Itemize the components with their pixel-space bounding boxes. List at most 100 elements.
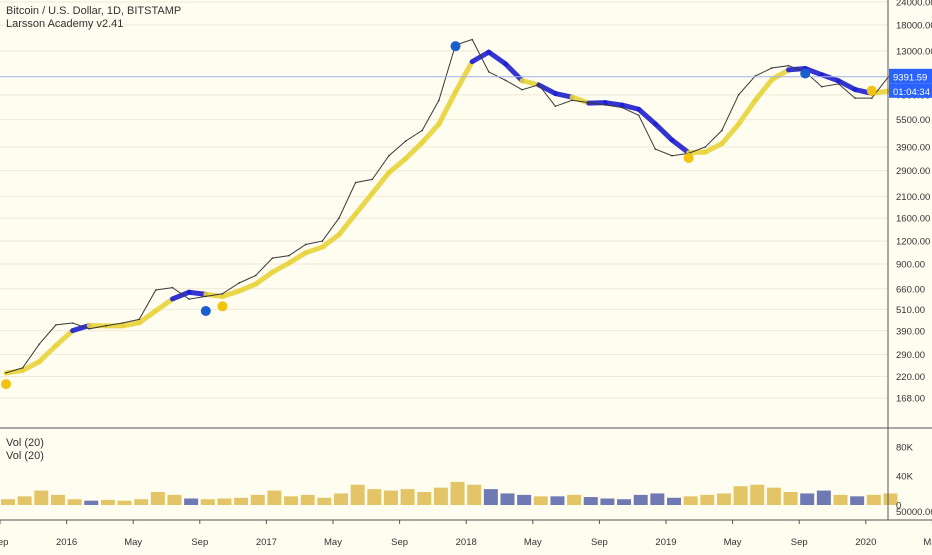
trend-band-segment-19: [306, 247, 323, 253]
trend-band-segment-2: [23, 362, 40, 371]
volume-bars: [1, 482, 897, 505]
volume-bar-3: [51, 495, 65, 505]
volume-bar-49: [817, 491, 831, 505]
price-point-19: [322, 240, 324, 242]
price-tick-6: 2900.00: [896, 166, 930, 177]
time-tick-11: May: [724, 537, 742, 548]
time-tick-7: 2018: [456, 537, 477, 548]
volume-bar-4: [68, 499, 82, 505]
trend-band-segment-4: [56, 331, 73, 346]
trend-band-segment-39: [639, 109, 656, 124]
price-point-50: [838, 83, 840, 85]
volume-bar-25: [417, 492, 431, 505]
volume-bar-18: [301, 495, 315, 505]
volume-bar-47: [784, 492, 798, 505]
time-tick-13: 2020: [855, 537, 876, 548]
price-point-32: [538, 84, 540, 86]
volume-bar-5: [84, 501, 98, 505]
time-tick-5: May: [324, 537, 342, 548]
volume-bar-40: [667, 498, 681, 505]
trend-band-segment-29: [472, 52, 489, 61]
price-point-44: [738, 94, 740, 96]
trend-band-segment-31: [506, 64, 523, 81]
volume-bar-50: [834, 495, 848, 505]
volume-bar-9: [151, 492, 165, 505]
signal-markers: [1, 41, 877, 389]
price-point-5: [88, 328, 90, 330]
volume-bar-45: [750, 485, 764, 505]
volume-label-2: Vol (20): [6, 450, 44, 463]
signal-marker-bull-2: [217, 301, 227, 311]
symbol-title: Bitcoin / U.S. Dollar, 1D, BITSTAMP: [6, 5, 181, 18]
price-plot: [0, 39, 889, 374]
indicator-title: Larsson Academy v2.41: [6, 18, 181, 31]
signal-marker-bear-3: [451, 41, 461, 51]
price-point-6: [105, 325, 107, 327]
price-point-0: [5, 372, 7, 374]
volume-bar-23: [384, 491, 398, 505]
trend-band-segment-32: [522, 81, 539, 85]
price-point-47: [788, 65, 790, 67]
volume-bar-43: [717, 493, 731, 505]
volume-bar-29: [484, 489, 498, 505]
trend-band-segment-45: [739, 100, 756, 124]
price-tick-12: 510.00: [896, 305, 925, 316]
price-point-16: [272, 257, 274, 259]
price-point-49: [821, 86, 823, 88]
trend-band-segment-16: [256, 272, 273, 284]
trend-band-segment-9: [139, 311, 156, 323]
volume-bar-26: [434, 488, 448, 505]
volume-bar-11: [184, 499, 198, 506]
price-point-10: [172, 287, 174, 289]
price-point-11: [188, 298, 190, 300]
volume-bar-20: [334, 493, 348, 505]
price-point-2: [39, 343, 41, 345]
time-tick-6: Sep: [391, 537, 408, 548]
volume-bar-28: [467, 485, 481, 505]
volume-bar-42: [700, 495, 714, 505]
grid: [0, 2, 888, 398]
trend-band-segment-30: [489, 52, 506, 64]
trend-band-segment-37: [605, 103, 622, 105]
volume-bar-48: [800, 493, 814, 505]
signal-marker-bear-1: [201, 306, 211, 316]
price-point-35: [588, 102, 590, 104]
price-point-25: [421, 130, 423, 132]
volume-bar-22: [367, 489, 381, 505]
trend-band-segment-15: [239, 284, 256, 291]
trend-band-segment-44: [722, 124, 739, 144]
price-point-21: [355, 182, 357, 184]
volume-bar-37: [617, 499, 631, 505]
time-tick-3: Sep: [191, 537, 208, 548]
time-tick-9: Sep: [591, 537, 608, 548]
price-tick-4: 5500.00: [896, 115, 930, 126]
last-price-label: 9391.59: [893, 72, 927, 83]
price-point-42: [705, 146, 707, 148]
time-tick-4: 2017: [256, 537, 277, 548]
price-point-1: [22, 367, 24, 369]
trend-band-segment-25: [406, 142, 423, 158]
signal-marker-bear-5: [800, 68, 810, 78]
volume-bar-16: [267, 491, 281, 505]
price-tick-8: 1600.00: [896, 214, 930, 225]
volume-bar-6: [101, 500, 115, 505]
countdown-label: 01:04:34: [893, 87, 930, 98]
price-tick-5: 3900.00: [896, 143, 930, 154]
volume-bar-21: [351, 485, 365, 505]
volume-bar-46: [767, 488, 781, 505]
volume-bar-52: [867, 495, 881, 505]
time-tick-0: Sep: [0, 537, 8, 548]
price-point-14: [238, 282, 240, 284]
price-point-18: [305, 244, 307, 246]
trend-band-segment-21: [339, 214, 356, 235]
price-point-7: [122, 322, 124, 324]
price-tick-16: 168.00: [896, 394, 925, 405]
price-tick-11: 660.00: [896, 284, 925, 295]
volume-label-1: Vol (20): [6, 437, 44, 450]
volume-tick-1: 40K: [896, 472, 914, 483]
price-tick-0: 24000.00: [896, 0, 932, 9]
price-point-4: [72, 322, 74, 324]
